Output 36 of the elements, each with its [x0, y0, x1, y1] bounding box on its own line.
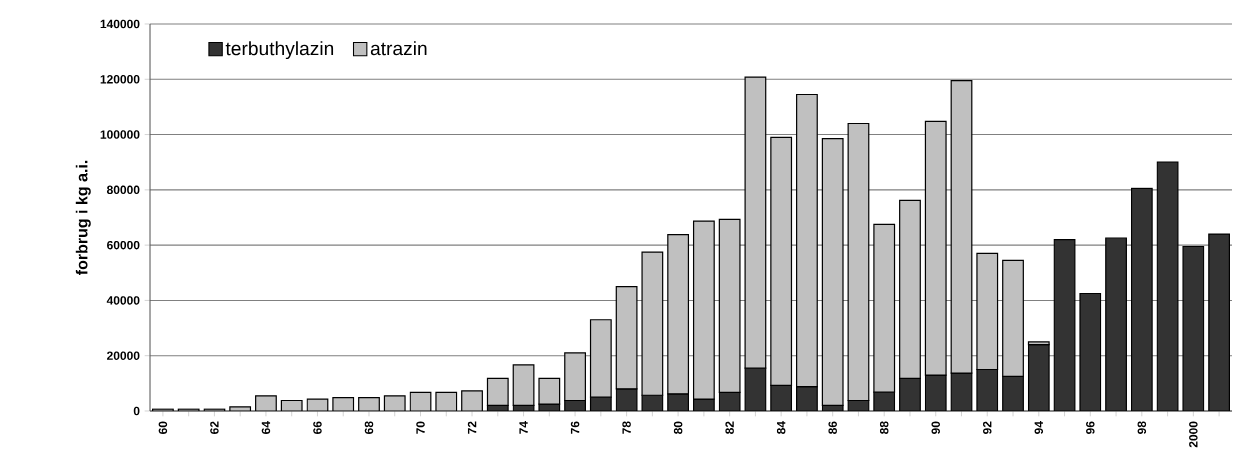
y-tick-label: 140000: [100, 19, 140, 29]
x-tick-label: 94: [1034, 421, 1044, 434]
y-tick-label: 100000: [100, 130, 140, 139]
x-tick-label: 68: [364, 421, 374, 434]
bar: [512, 364, 535, 407]
legend-label: terbuthylazin: [225, 41, 334, 60]
x-tick-label: 88: [879, 421, 889, 434]
y-tick-label: 60000: [107, 240, 140, 250]
x-tick-label: 92: [983, 421, 992, 434]
x-tick-label: 82: [725, 421, 734, 434]
y-tick-label: 0: [133, 406, 140, 416]
x-tick-label: 2000: [1189, 421, 1198, 448]
x-tick-label: 90: [931, 421, 940, 434]
x-tick-label: 64: [261, 421, 271, 434]
x-tick-label: 70: [416, 421, 425, 434]
x-tick-label: 84: [776, 421, 786, 434]
x-tick-label: 80: [673, 421, 683, 434]
x-tick-label: 62: [210, 421, 219, 434]
y-axis-title: forbrug i kg a.i.: [75, 160, 91, 275]
y-tick-label: 20000: [107, 351, 140, 360]
x-tick-label: 76: [570, 421, 580, 434]
legend-label: atrazin: [370, 41, 427, 56]
bar: [229, 406, 252, 411]
x-tick-label: 72: [467, 421, 477, 434]
x-tick-label: 60: [158, 421, 168, 434]
x-tick-label: 86: [828, 421, 837, 434]
y-tick-label: 40000: [106, 296, 140, 305]
x-tick-label: 96: [1086, 421, 1095, 434]
y-tick-label: 120000: [100, 75, 140, 84]
bar: [821, 138, 844, 407]
x-tick-label: 74: [519, 421, 528, 434]
x-tick-label: 98: [1137, 421, 1147, 434]
bar: [486, 377, 509, 407]
x-tick-label: 78: [622, 421, 631, 434]
y-tick-label: 80000: [106, 185, 140, 195]
x-tick-label: 66: [313, 421, 322, 434]
